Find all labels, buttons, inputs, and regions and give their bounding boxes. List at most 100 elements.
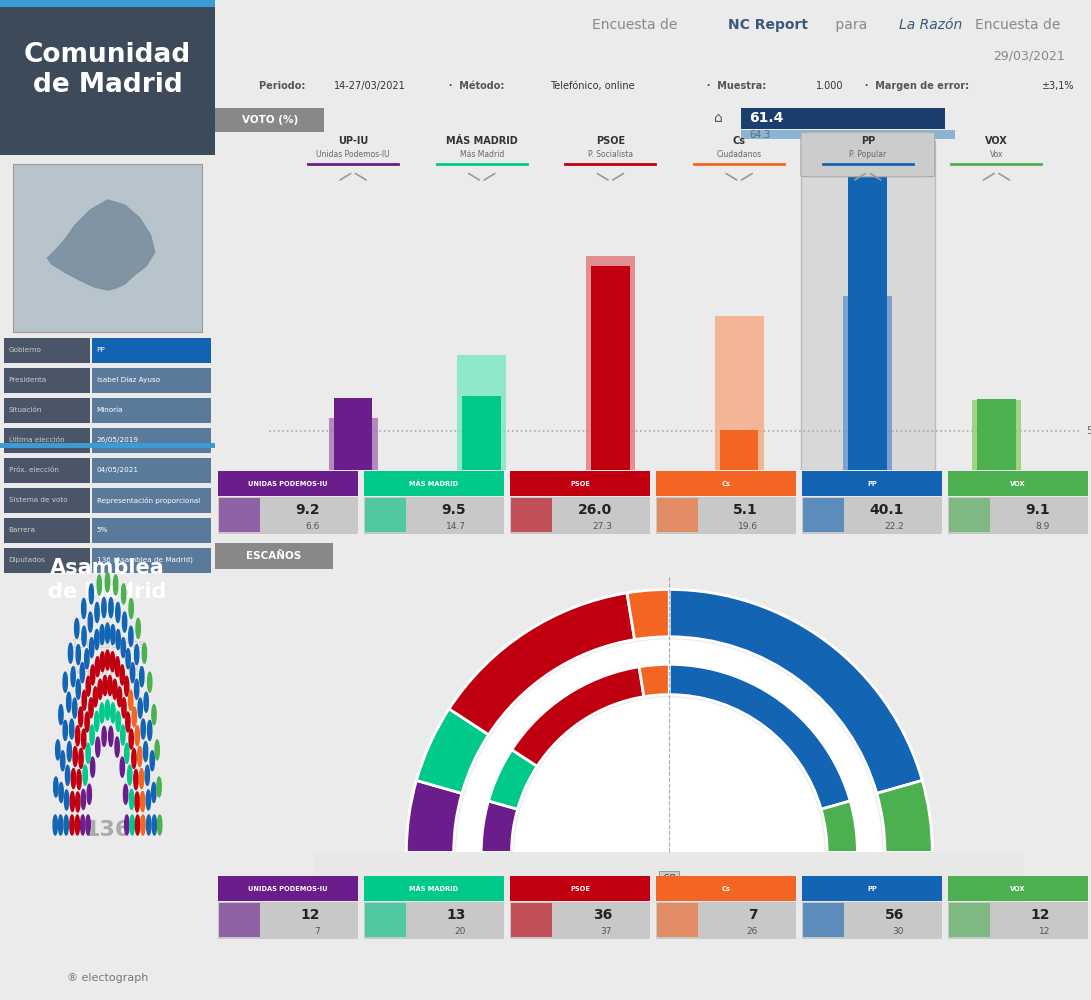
Text: VOX: VOX (1010, 886, 1026, 892)
Text: Telefónico, online: Telefónico, online (550, 81, 635, 91)
Circle shape (128, 765, 132, 785)
Circle shape (97, 575, 101, 595)
Circle shape (53, 777, 58, 797)
Text: 22.2: 22.2 (885, 522, 904, 531)
Circle shape (75, 726, 80, 746)
FancyBboxPatch shape (741, 130, 955, 139)
Circle shape (85, 712, 89, 732)
Wedge shape (472, 740, 537, 809)
Circle shape (88, 612, 93, 632)
Circle shape (144, 692, 148, 712)
FancyBboxPatch shape (4, 488, 91, 513)
FancyBboxPatch shape (656, 497, 796, 534)
Text: ® electograph: ® electograph (67, 973, 148, 983)
Circle shape (122, 612, 127, 632)
Text: 136: 136 (84, 820, 131, 840)
Circle shape (67, 692, 71, 712)
Circle shape (95, 630, 99, 650)
Text: PP: PP (97, 347, 106, 353)
FancyBboxPatch shape (93, 548, 211, 573)
FancyBboxPatch shape (948, 497, 1089, 534)
Circle shape (99, 703, 104, 723)
FancyBboxPatch shape (363, 902, 504, 939)
Circle shape (116, 630, 120, 650)
Circle shape (76, 770, 81, 790)
Text: 20: 20 (455, 927, 466, 936)
FancyBboxPatch shape (363, 497, 504, 534)
Circle shape (91, 665, 95, 685)
Wedge shape (822, 796, 875, 852)
Text: Cs: Cs (733, 136, 745, 146)
Text: 12: 12 (1031, 908, 1051, 922)
Circle shape (140, 769, 144, 789)
Text: Periodo:: Periodo: (259, 81, 309, 91)
Circle shape (131, 663, 134, 683)
Wedge shape (670, 647, 866, 809)
FancyBboxPatch shape (656, 902, 796, 939)
Circle shape (89, 725, 94, 745)
FancyBboxPatch shape (0, 0, 215, 7)
Bar (849, 156, 887, 470)
Text: VOX: VOX (1010, 481, 1026, 487)
Text: Sistema de voto: Sistema de voto (9, 497, 68, 503)
Circle shape (76, 645, 81, 665)
FancyBboxPatch shape (93, 518, 211, 543)
Circle shape (152, 705, 156, 725)
FancyBboxPatch shape (4, 368, 91, 393)
FancyBboxPatch shape (658, 903, 698, 937)
Text: 7: 7 (314, 927, 320, 936)
Wedge shape (406, 780, 461, 852)
Circle shape (108, 675, 112, 695)
Circle shape (69, 643, 73, 663)
FancyBboxPatch shape (0, 7, 215, 155)
Circle shape (118, 687, 122, 707)
Bar (978, 399, 1016, 470)
Circle shape (73, 698, 76, 718)
FancyBboxPatch shape (219, 498, 260, 532)
FancyBboxPatch shape (509, 497, 650, 534)
Circle shape (116, 711, 120, 731)
Text: Última elección: Última elección (9, 437, 64, 443)
Wedge shape (636, 647, 670, 697)
FancyBboxPatch shape (219, 903, 260, 937)
FancyBboxPatch shape (802, 471, 943, 496)
FancyBboxPatch shape (656, 876, 796, 901)
Circle shape (70, 719, 74, 739)
Circle shape (125, 712, 130, 732)
Circle shape (86, 815, 91, 835)
Circle shape (139, 698, 142, 718)
Text: Situación: Situación (9, 407, 41, 413)
FancyBboxPatch shape (363, 876, 504, 901)
Circle shape (88, 698, 93, 718)
Circle shape (73, 746, 77, 766)
Circle shape (59, 783, 63, 803)
Text: Encuesta de: Encuesta de (591, 18, 682, 32)
Text: 04/05/2021: 04/05/2021 (97, 467, 139, 473)
Text: Isabel Díaz Ayuso: Isabel Díaz Ayuso (97, 377, 160, 383)
Text: Presidenta: Presidenta (9, 377, 47, 383)
Text: Diputados: Diputados (9, 557, 46, 563)
Circle shape (116, 657, 120, 677)
Circle shape (110, 652, 115, 672)
Text: Vox: Vox (990, 150, 1004, 159)
Circle shape (59, 705, 63, 725)
Circle shape (137, 746, 142, 766)
Text: 12: 12 (300, 908, 320, 922)
Circle shape (129, 729, 133, 749)
Text: MÁS MADRID: MÁS MADRID (446, 136, 517, 146)
FancyBboxPatch shape (215, 543, 333, 569)
Bar (328, 418, 377, 470)
FancyBboxPatch shape (509, 902, 650, 939)
FancyBboxPatch shape (93, 398, 211, 423)
Circle shape (134, 679, 139, 699)
Text: ·  Método:: · Método: (442, 81, 507, 91)
Circle shape (70, 815, 74, 835)
Wedge shape (497, 650, 644, 766)
Circle shape (106, 572, 109, 592)
Circle shape (89, 638, 94, 658)
FancyBboxPatch shape (948, 876, 1089, 901)
Text: MÁS MADRID: MÁS MADRID (409, 480, 458, 487)
FancyBboxPatch shape (803, 498, 844, 532)
Circle shape (152, 783, 156, 803)
Text: 5%: 5% (97, 527, 108, 533)
